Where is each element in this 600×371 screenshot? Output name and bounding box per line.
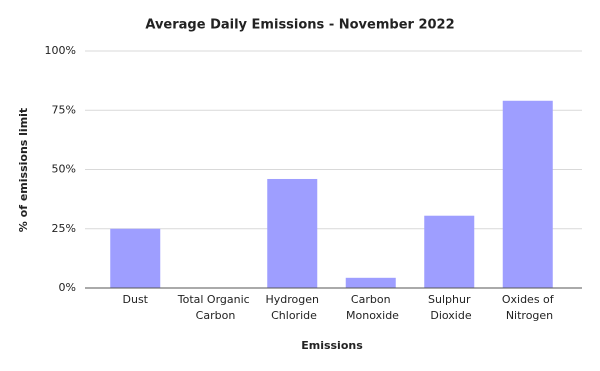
x-tick-label: Dust: [123, 293, 149, 306]
bar: [345, 277, 396, 288]
chart-title: Average Daily Emissions - November 2022: [145, 18, 454, 33]
x-axis-title: Emissions: [301, 339, 363, 352]
x-tick-label: Sulphur Dioxide: [427, 293, 472, 322]
y-tick-label: 75%: [52, 103, 76, 116]
x-tick-label: Carbon Monoxide: [343, 293, 400, 322]
y-tick-label: 0%: [59, 281, 76, 294]
bar: [110, 228, 161, 288]
y-tick-label: 100%: [45, 44, 76, 57]
x-tick-label: Total Organic Carbon: [177, 293, 250, 322]
x-tick-label: Oxides of Nitrogen: [502, 293, 555, 322]
y-tick-label: 25%: [52, 222, 76, 235]
x-tick-label: Hydrogen Chloride: [266, 293, 320, 322]
bar: [267, 178, 318, 288]
bar: [424, 215, 475, 288]
bar: [502, 100, 553, 289]
y-axis-title: % of emissions limit: [17, 108, 30, 232]
y-tick-label: 50%: [52, 163, 76, 176]
